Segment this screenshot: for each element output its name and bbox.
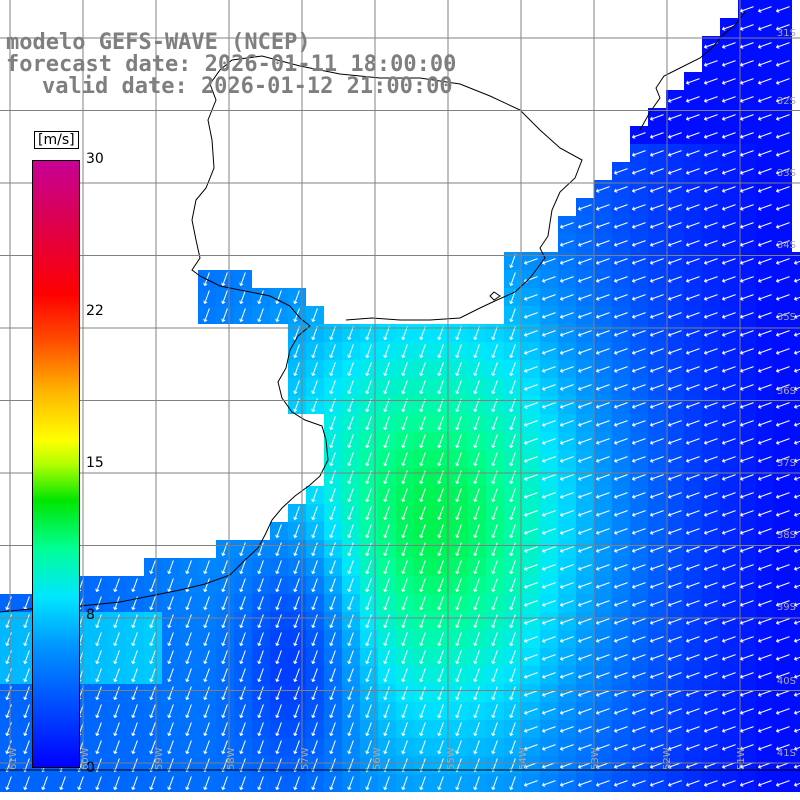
lon-label: 61W (8, 747, 19, 770)
lon-label: 57W (300, 747, 311, 770)
coastline-estuary (489, 291, 501, 301)
colorbar-tick-15: 15 (86, 455, 104, 471)
model-title: modelo GEFS-WAVE (NCEP) (6, 30, 311, 55)
lat-label: 39S (776, 602, 796, 613)
forecast-date: forecast date: 2026-01-11 18:00:00 (6, 52, 457, 77)
lon-label: 51W (736, 747, 747, 770)
lat-label: 35S (776, 312, 796, 323)
lon-label: 55W (446, 747, 457, 770)
colorbar-tick-30: 30 (86, 151, 104, 167)
lon-label: 56W (372, 747, 383, 770)
lat-label: 33S (776, 168, 796, 179)
lon-label: 53W (590, 747, 601, 770)
lon-label: 58W (226, 747, 237, 770)
colorbar-unit: [m/s] (34, 131, 79, 149)
lat-label: 36S (776, 386, 796, 397)
coastline (0, 55, 583, 613)
lat-label: 40S (776, 676, 796, 687)
lat-label: 32S (776, 96, 796, 107)
lat-label: 38S (776, 530, 796, 541)
colorbar-tick-22: 22 (86, 303, 104, 319)
colorbar-tick-8: 8 (86, 607, 95, 623)
coastline-east (639, 11, 746, 131)
lon-label: 60W (80, 747, 91, 770)
lon-label: 54W (518, 747, 529, 770)
lon-label: 59W (154, 747, 165, 770)
valid-date: valid date: 2026-01-12 21:00:00 (42, 74, 453, 99)
lat-label: 31S (776, 28, 796, 39)
colorbar (32, 160, 80, 768)
lat-label: 41S (776, 748, 796, 759)
lat-label: 34S (776, 240, 796, 251)
lon-label: 52W (662, 747, 673, 770)
colorbar-tick-0: 0 (86, 760, 95, 776)
lat-label: 37S (776, 458, 796, 469)
